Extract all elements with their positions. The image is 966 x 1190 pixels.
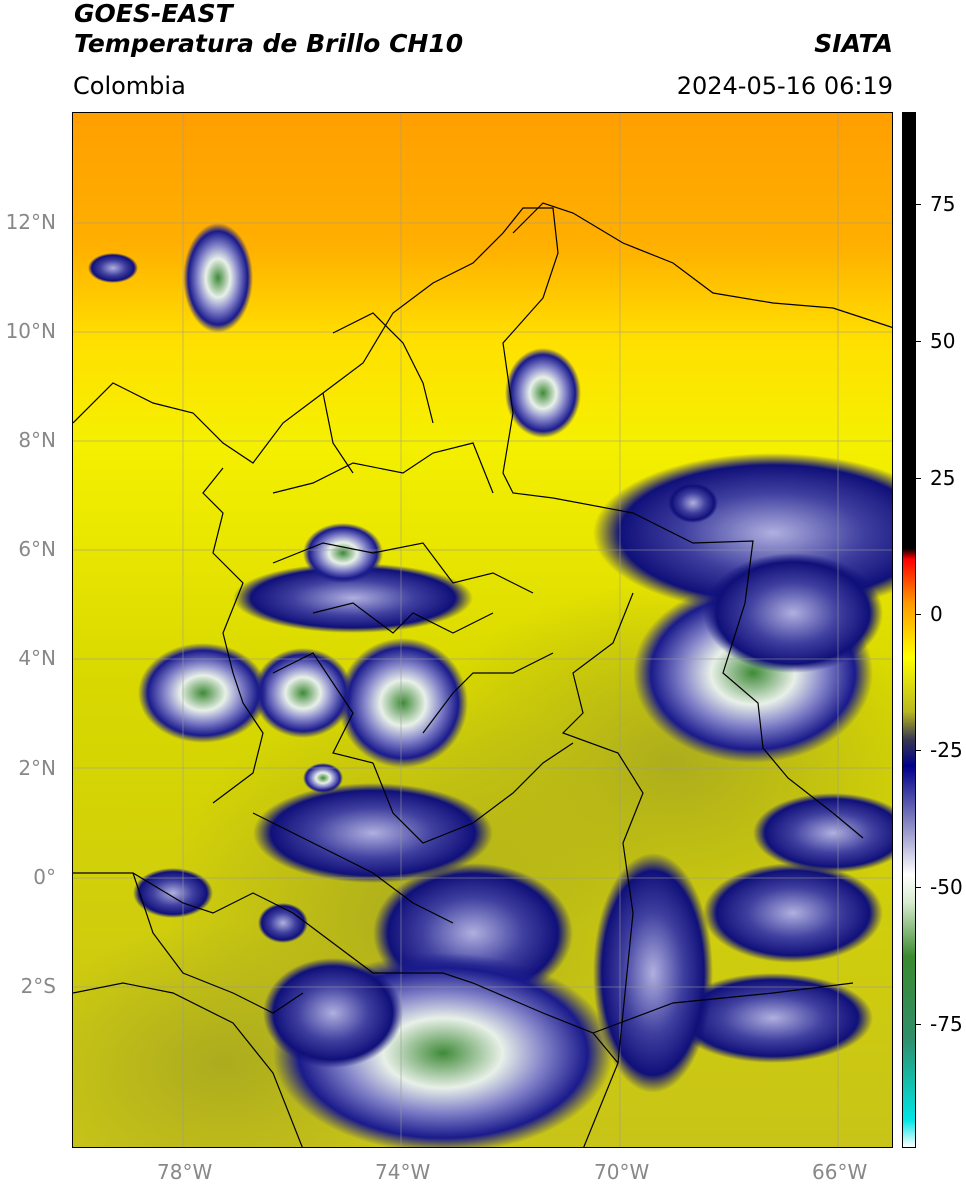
cbar-label-m25: -25 [930,738,963,762]
datetime-label: 2024-05-16 06:19 [676,72,893,100]
cbar-tick-25 [916,478,921,479]
cbar-label-50: 50 [930,329,956,353]
cbar-tick-50 [916,341,921,342]
lon-label-74w: 74°W [375,1160,431,1184]
lat-label-0: 0° [33,865,56,889]
lat-label-2n: 2°N [18,756,56,780]
lat-label-6n: 6°N [18,537,56,561]
temperature-colorbar [902,112,916,1148]
lat-label-12n: 12°N [5,210,56,234]
brightness-temperature-map [72,112,893,1148]
cbar-tick-75 [916,204,921,205]
cbar-label-m50: -50 [930,875,963,899]
lon-label-66w: 66°W [812,1160,868,1184]
lon-label-70w: 70°W [594,1160,650,1184]
product-title: Temperatura de Brillo CH10 [74,29,464,58]
cbar-label-m75: -75 [930,1012,963,1036]
lon-label-78w: 78°W [157,1160,213,1184]
cbar-tick-m75 [916,1024,921,1025]
lat-label-4n: 4°N [18,646,56,670]
cbar-tick-0 [916,614,921,615]
satellite-title: GOES-EAST [74,0,233,28]
agency-label: SIATA [814,29,893,58]
cbar-label-25: 25 [930,466,956,490]
lat-label-2s: 2°S [20,974,56,998]
cbar-label-75: 75 [930,192,956,216]
cbar-label-0: 0 [930,602,943,626]
cbar-tick-m50 [916,887,921,888]
cbar-tick-m25 [916,750,921,751]
lat-label-8n: 8°N [18,428,56,452]
region-label: Colombia [73,72,186,100]
lat-label-10n: 10°N [5,319,56,343]
